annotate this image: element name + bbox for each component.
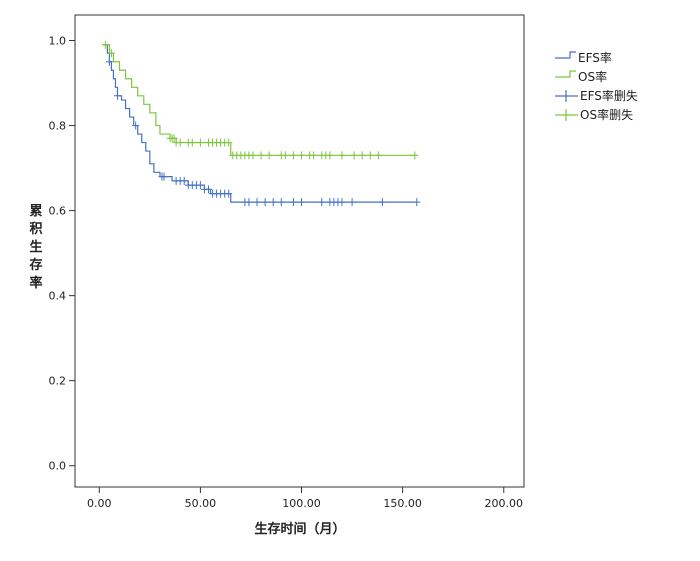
x-tick-label: 150.00 [383, 497, 422, 510]
x-tick-label: 0.00 [87, 497, 112, 510]
censor-mark-1 [101, 40, 109, 49]
censor-mark-0 [245, 198, 253, 207]
censor-mark-1 [265, 151, 273, 160]
x-axis: 0.00 50.00 100.00 150.00 200.00 [87, 487, 523, 510]
plot-frame [74, 14, 525, 488]
x-tick-label: 50.00 [185, 497, 217, 510]
censor-mark-0 [261, 198, 269, 207]
censor-mark-1 [310, 151, 318, 160]
series-line-1 [103, 44, 417, 156]
y-tick-label: 1.0 [49, 35, 67, 48]
censor-mark-0 [378, 198, 386, 207]
censor-mark-0 [253, 198, 261, 207]
legend-item-os-censored: OS率删失 [555, 107, 633, 122]
censor-mark-1 [249, 151, 257, 160]
y-tick-label: 0.2 [49, 375, 67, 388]
censor-mark-0 [196, 181, 204, 190]
legend: EFS率 OS率 EFS率删失 OS率删失 [555, 50, 638, 122]
censor-mark-1 [298, 151, 306, 160]
legend-item-efs: EFS率 [555, 50, 612, 65]
y-tick-label: 0.4 [49, 290, 67, 303]
survival-curves [103, 44, 417, 203]
censor-mark-1 [338, 151, 346, 160]
series-line-0 [103, 44, 417, 203]
censor-mark-1 [176, 138, 184, 147]
legend-item-efs-censored: EFS率删失 [555, 88, 638, 103]
censor-mark-0 [225, 189, 233, 198]
y-tick-label: 0.8 [49, 120, 67, 133]
y-axis-title: 累积生存率 [29, 203, 42, 291]
censor-mark-1 [411, 151, 419, 160]
censor-mark-1 [188, 138, 196, 147]
censor-mark-0 [338, 198, 346, 207]
censor-mark-1 [281, 151, 289, 160]
svg-text:OS率: OS率 [578, 69, 607, 84]
censor-mark-1 [107, 49, 115, 58]
censor-mark-0 [105, 57, 113, 66]
censor-mark-1 [350, 151, 358, 160]
censor-mark-1 [326, 151, 334, 160]
censor-mark-0 [298, 198, 306, 207]
svg-text:EFS率: EFS率 [578, 50, 612, 65]
x-axis-title: 生存时间（月） [254, 521, 345, 537]
svg-text:OS率删失: OS率删失 [580, 107, 633, 122]
censor-mark-0 [289, 198, 297, 207]
censor-mark-0 [180, 176, 188, 185]
censor-mark-0 [132, 121, 140, 130]
censor-mark-0 [204, 185, 212, 194]
censor-mark-1 [225, 138, 233, 147]
censor-mark-0 [269, 198, 277, 207]
censor-mark-0 [160, 172, 168, 181]
censor-mark-0 [277, 198, 285, 207]
censor-mark-0 [318, 198, 326, 207]
legend-item-os: OS率 [555, 69, 607, 84]
svg-text:EFS率删失: EFS率删失 [580, 88, 638, 103]
censor-mark-1 [196, 138, 204, 147]
censor-mark-1 [358, 151, 366, 160]
censor-mark-1 [289, 151, 297, 160]
censor-mark-0 [413, 198, 421, 207]
censor-mark-1 [374, 151, 382, 160]
censor-mark-1 [366, 151, 374, 160]
censor-markers [101, 40, 421, 207]
x-tick-label: 100.00 [282, 497, 321, 510]
y-tick-label: 0.6 [49, 205, 67, 218]
y-axis: 0.0 0.2 0.4 0.6 0.8 1.0 [49, 35, 75, 473]
censor-mark-0 [348, 198, 356, 207]
censor-mark-1 [257, 151, 265, 160]
x-tick-label: 200.00 [485, 497, 524, 510]
y-tick-label: 0.0 [49, 460, 67, 473]
censor-mark-0 [113, 91, 121, 100]
censor-mark-1 [170, 134, 178, 143]
